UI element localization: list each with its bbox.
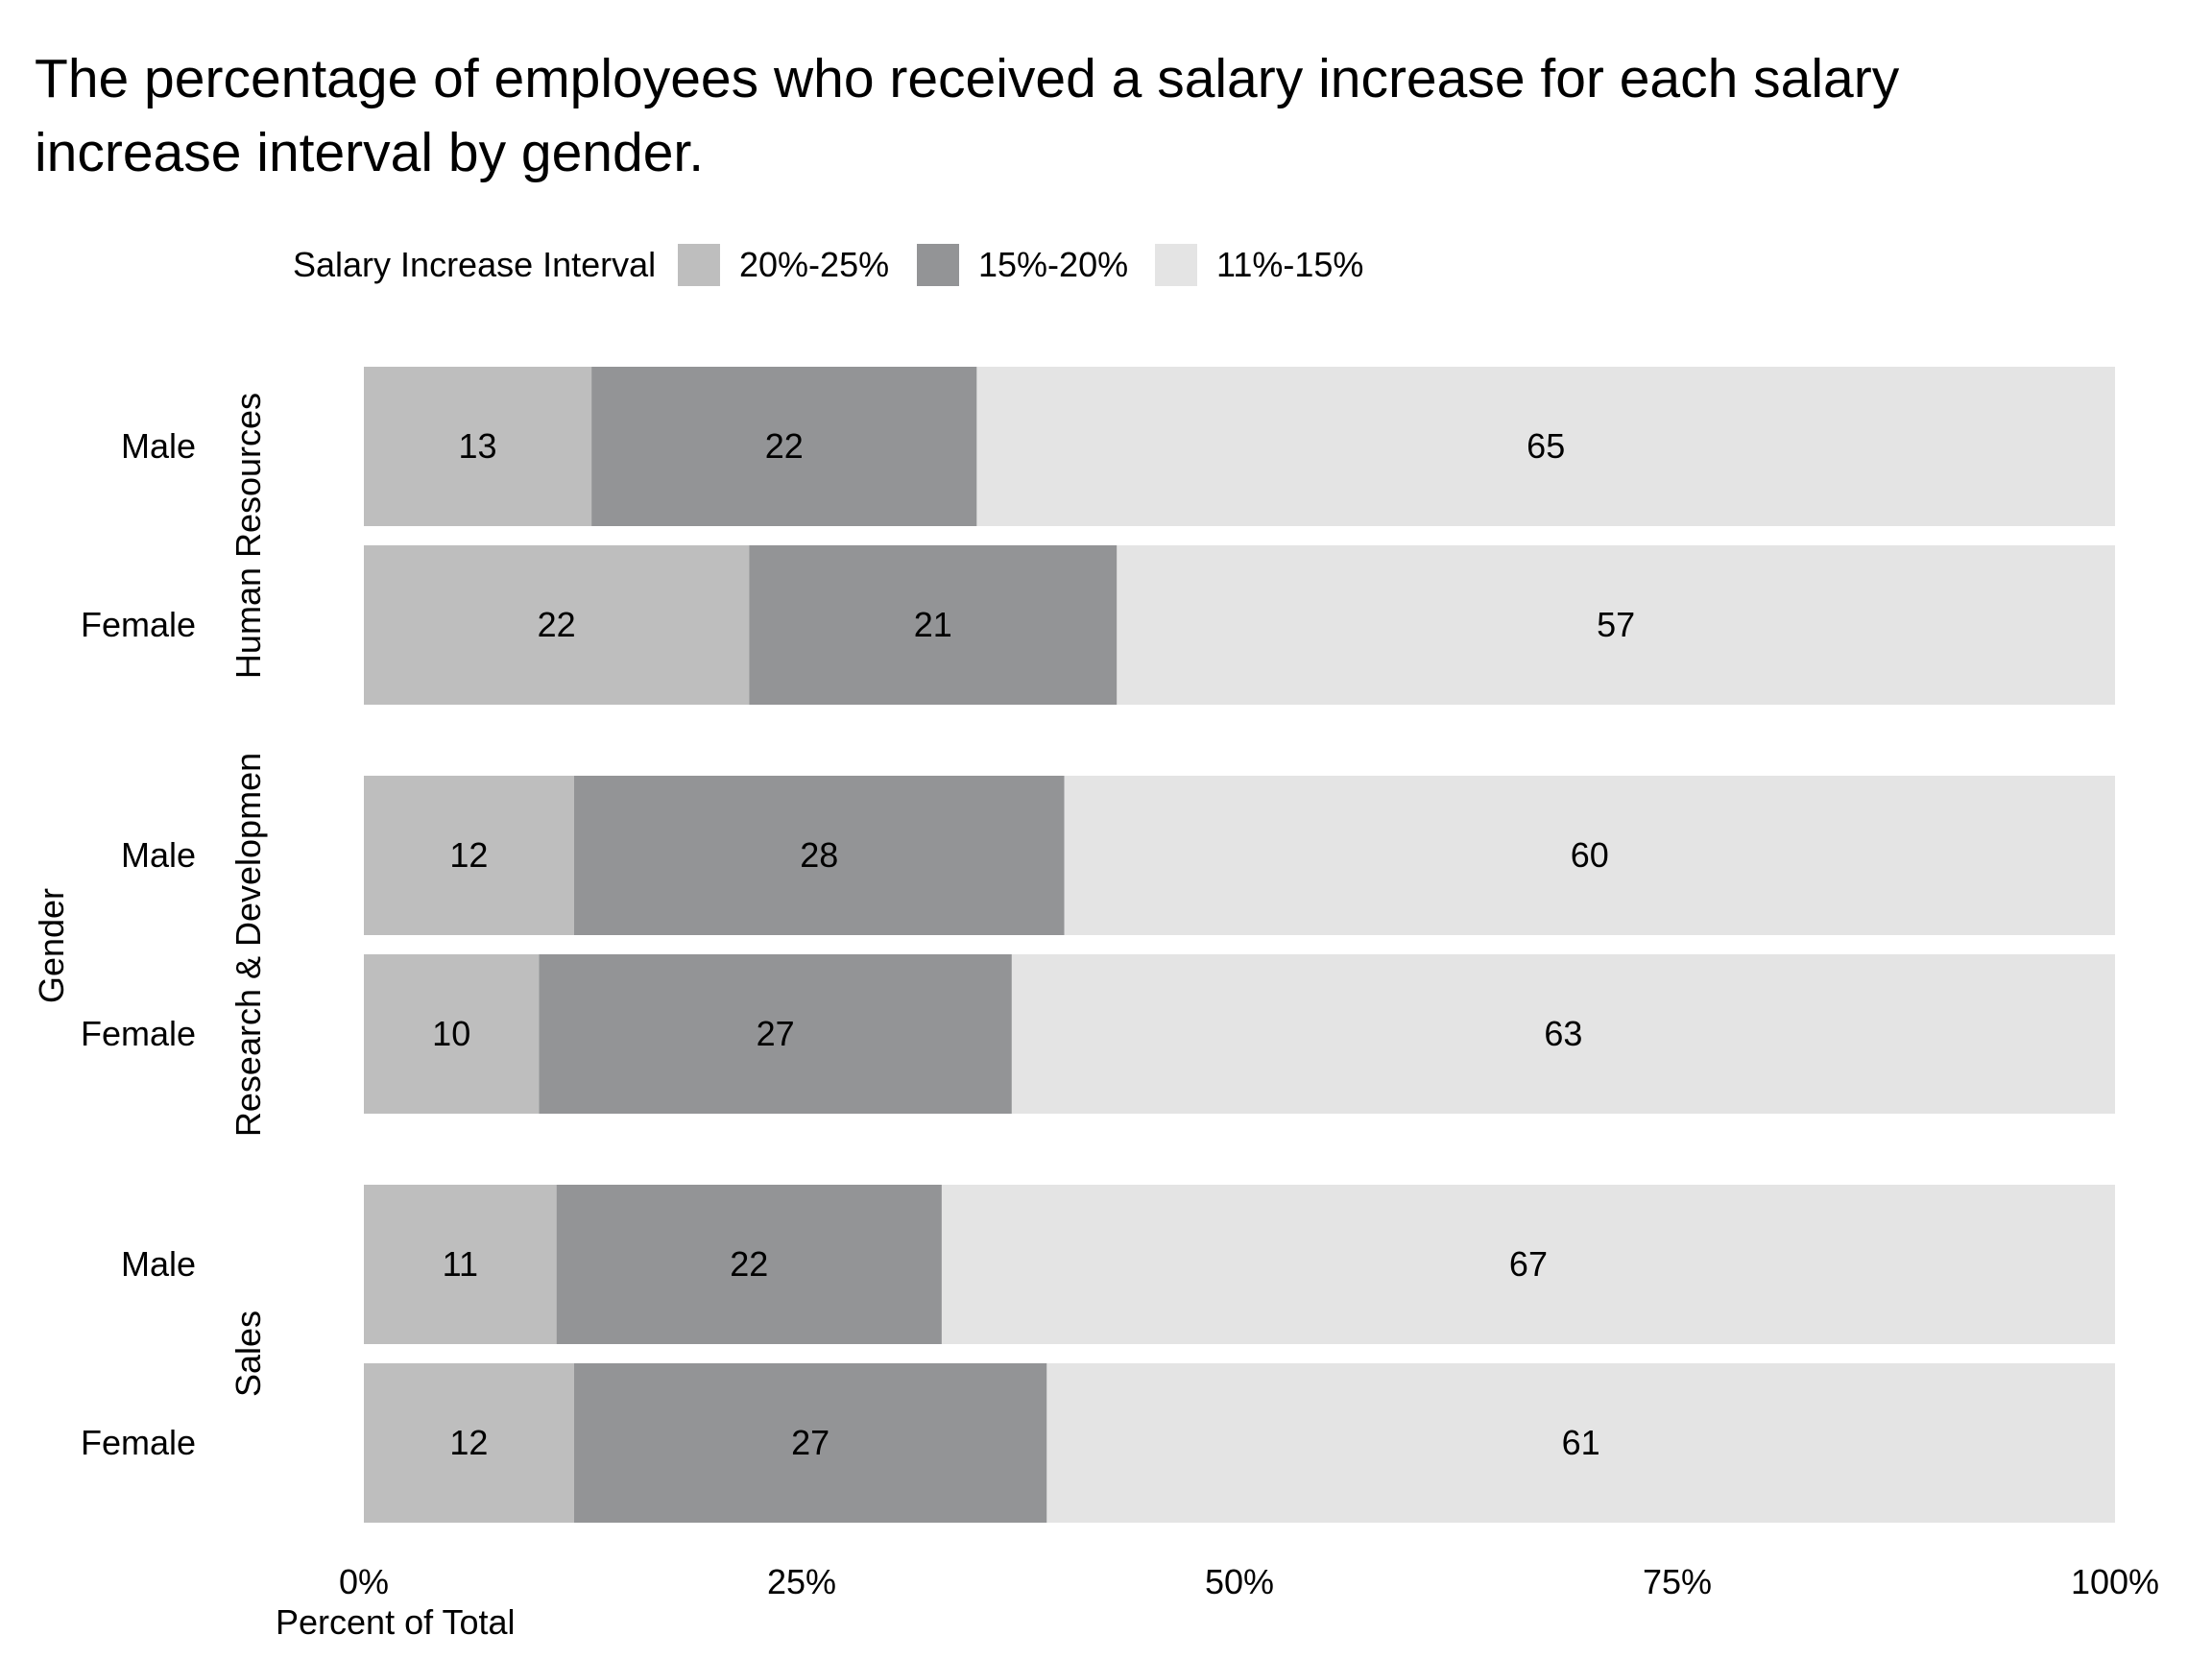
x-tick-label: 75% [1643,1562,1712,1601]
title-line-2: increase interval by gender. [35,122,704,183]
bar-segment [556,1185,942,1344]
title-line-1: The percentage of employees who received… [35,48,1900,109]
data-label: 12 [449,1423,488,1462]
x-axis-label: Percent of Total [276,1602,516,1642]
data-label: 22 [765,426,804,466]
data-label: 67 [1509,1244,1548,1284]
data-label: 61 [1562,1423,1600,1462]
facet-label: Research & Developmen [228,753,268,1137]
bar-segment [573,1363,1047,1523]
bar-segment [591,367,977,526]
data-label: 22 [538,605,576,644]
category-labels: Male Female Male Female Male Female [81,426,196,1462]
facet-label: Human Resources [228,393,268,679]
chart-title: The percentage of employees who received… [35,48,1900,183]
data-label: 27 [757,1014,795,1053]
category-label: Male [121,1244,196,1284]
bar-segment [364,367,592,526]
facet-labels: Human Resources Research & Developmen Sale… [228,393,268,1397]
data-label: 28 [800,835,838,875]
bar-segment [976,367,2115,526]
data-label: 60 [1571,835,1609,875]
data-label: 10 [432,1014,470,1053]
data-label: 65 [1527,426,1565,466]
data-label: 21 [914,605,952,644]
data-label: 11 [443,1244,478,1284]
x-axis-ticks: 0% 25% 50% 75% 100% [339,1562,2159,1601]
category-label: Male [121,835,196,875]
data-label: 12 [449,835,488,875]
category-label: Female [81,605,196,644]
bar-segment [749,545,1118,705]
data-label: 63 [1544,1014,1582,1053]
bar-segment [1046,1363,2115,1523]
data-label: 13 [459,426,497,466]
legend-label-20-25: 20%-25% [739,245,889,284]
y-axis-label: Gender [32,888,71,1003]
category-label: Female [81,1014,196,1053]
legend-swatch-20-25 [678,244,720,286]
bar-segment [1011,954,2115,1114]
x-tick-label: 100% [2071,1562,2159,1601]
legend-label-11-15: 11%-15% [1216,245,1363,284]
bar-segment [364,954,540,1114]
data-label: 27 [791,1423,830,1462]
facet-label: Sales [228,1310,268,1397]
legend-label-15-20: 15%-20% [978,245,1128,284]
bars: 13 22 65 22 21 57 12 28 60 10 27 63 11 22 67 12 27 61 [364,367,2116,1523]
bar-segment [364,545,750,705]
bar-segment [364,1363,574,1523]
x-tick-label: 50% [1205,1562,1274,1601]
bar-segment [364,776,574,935]
legend-title: Salary Increase Interval [293,245,656,284]
x-tick-label: 0% [339,1562,389,1601]
bar-segment [364,1185,557,1344]
bar-segment [573,776,1065,935]
legend-swatch-11-15 [1155,244,1197,286]
legend: Salary Increase Interval 20%-25% 15%-20%… [293,244,1363,286]
category-label: Male [121,426,196,466]
data-label: 22 [730,1244,768,1284]
bar-segment [941,1185,2116,1344]
data-label: 57 [1597,605,1635,644]
bar-segment [1117,545,2115,705]
legend-swatch-15-20 [917,244,959,286]
bar-segment [539,954,1012,1114]
category-label: Female [81,1423,196,1462]
x-tick-label: 25% [767,1562,836,1601]
bar-segment [1064,776,2115,935]
